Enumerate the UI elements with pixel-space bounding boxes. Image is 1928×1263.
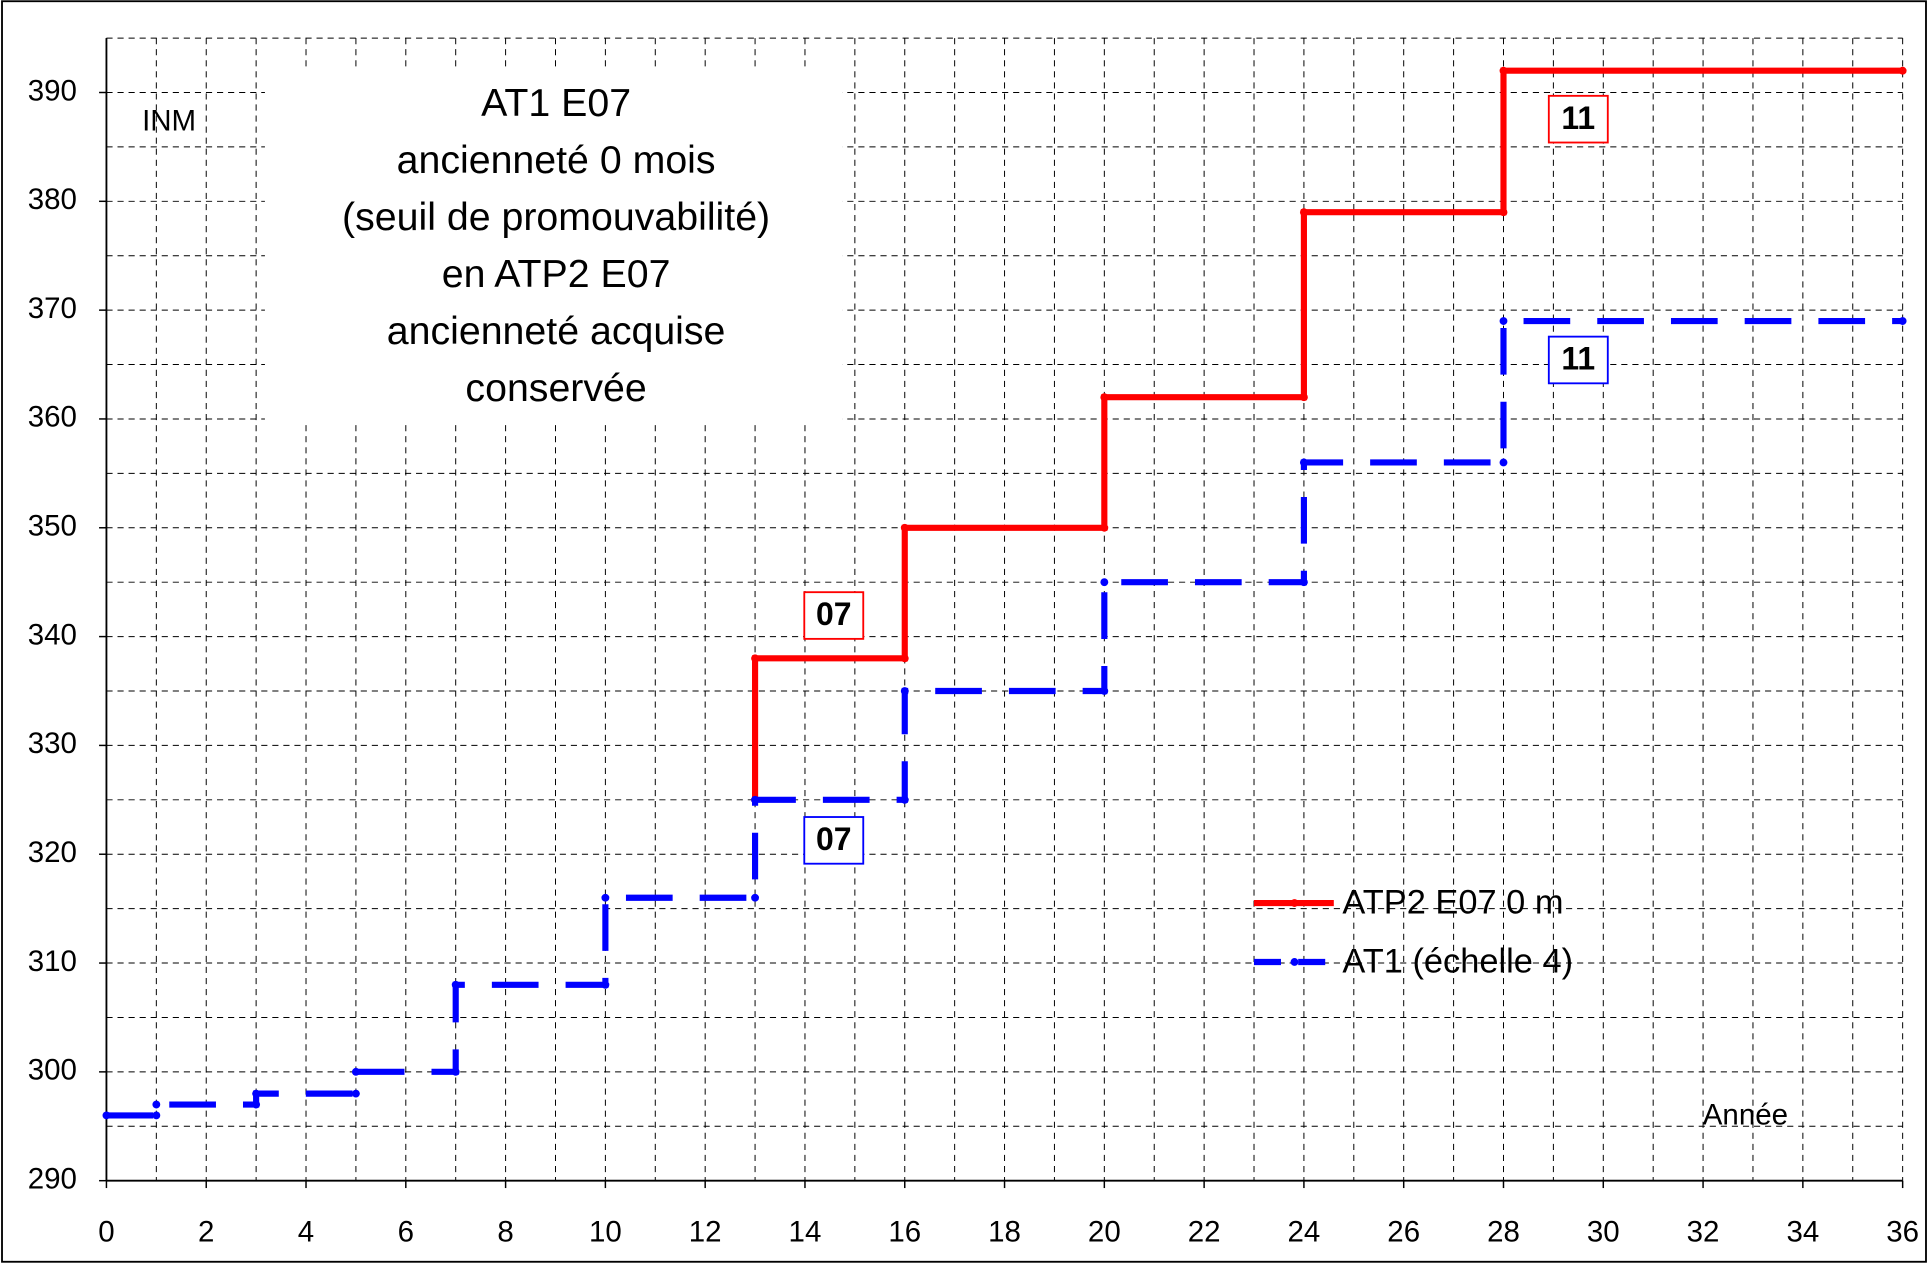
label-box-text: 07 (816, 596, 852, 632)
point (751, 893, 760, 902)
y-tick-label: 370 (28, 292, 77, 325)
point (1100, 393, 1109, 402)
x-tick-label: 36 (1886, 1215, 1919, 1248)
point (1898, 317, 1907, 325)
series-line (106, 317, 1903, 1119)
x-tick-label: 32 (1687, 1215, 1720, 1248)
point (1499, 317, 1508, 325)
point (102, 1111, 111, 1120)
x-tick-label: 14 (789, 1215, 822, 1248)
point (1499, 66, 1508, 75)
point (601, 893, 610, 902)
point (252, 1089, 261, 1098)
label-box-text: 11 (1561, 341, 1595, 377)
y-tick-label: 290 (28, 1162, 77, 1195)
point (351, 1089, 360, 1098)
point (900, 654, 909, 663)
point (1299, 458, 1308, 467)
x-tick-label: 0 (98, 1215, 114, 1248)
legend-marker (1290, 899, 1299, 907)
point (1299, 208, 1308, 217)
point (900, 523, 909, 532)
point (451, 980, 460, 989)
point (1499, 208, 1508, 217)
annotation-line: ancienneté 0 mois (397, 138, 716, 182)
x-tick-label: 16 (888, 1215, 921, 1248)
point (252, 1100, 261, 1109)
x-tick-label: 24 (1288, 1215, 1321, 1248)
x-tick-label: 4 (298, 1215, 314, 1248)
point (152, 1100, 161, 1109)
x-tick-label: 30 (1587, 1215, 1620, 1248)
x-tick-label: 34 (1786, 1215, 1819, 1248)
point (1898, 66, 1907, 75)
annotation-line: en ATP2 E07 (442, 252, 671, 296)
point (900, 795, 909, 804)
label-box-text: 07 (816, 821, 852, 857)
point (900, 687, 909, 695)
point (1499, 458, 1508, 467)
legend-label: AT1 (échelle 4) (1342, 942, 1573, 980)
y-tick-label: 380 (28, 183, 77, 216)
x-tick-label: 6 (398, 1215, 414, 1248)
point (751, 654, 760, 663)
point (601, 980, 610, 989)
point (152, 1111, 161, 1120)
annotation-line: ancienneté acquise (387, 309, 726, 353)
label-box (803, 591, 865, 640)
annotation-line: conservée (465, 366, 646, 410)
point (1299, 393, 1308, 402)
y-tick-label: 330 (28, 727, 77, 760)
label-box-text: 11 (1561, 100, 1595, 136)
x-tick-label: 22 (1188, 1215, 1221, 1248)
x-tick-label: 10 (589, 1215, 622, 1248)
y-tick-label: 310 (28, 945, 77, 978)
x-tick-label: 2 (198, 1215, 214, 1248)
x-tick-label: 12 (689, 1215, 722, 1248)
point (351, 1067, 360, 1076)
y-tick-label: 320 (28, 836, 77, 869)
y-tick-label: 350 (28, 510, 77, 543)
x-tick-label: 26 (1387, 1215, 1420, 1248)
annotation-bg (264, 67, 843, 424)
point (1100, 578, 1109, 587)
point (451, 1067, 460, 1076)
annotation-line: (seuil de promouvabilité) (342, 195, 770, 239)
y-tick-label: 390 (28, 74, 77, 107)
legend-label: ATP2 E07 0 m (1342, 883, 1563, 921)
point (751, 795, 760, 804)
label-box (803, 816, 865, 865)
y-tick-label: 300 (28, 1054, 77, 1087)
x-tick-label: 28 (1487, 1215, 1520, 1248)
x-tick-label: 18 (988, 1215, 1021, 1248)
point (1100, 687, 1109, 695)
y-tick-label: 340 (28, 618, 77, 651)
x-tick-label: 20 (1088, 1215, 1121, 1248)
point (1299, 578, 1308, 587)
y-axis-label: INM (142, 105, 196, 138)
label-box (1547, 335, 1609, 385)
annotation-line: AT1 E07 (481, 81, 631, 125)
x-tick-label: 8 (497, 1215, 513, 1248)
legend-marker (1290, 958, 1299, 966)
y-tick-label: 360 (28, 401, 77, 434)
label-box (1547, 94, 1609, 144)
point (1100, 523, 1109, 532)
